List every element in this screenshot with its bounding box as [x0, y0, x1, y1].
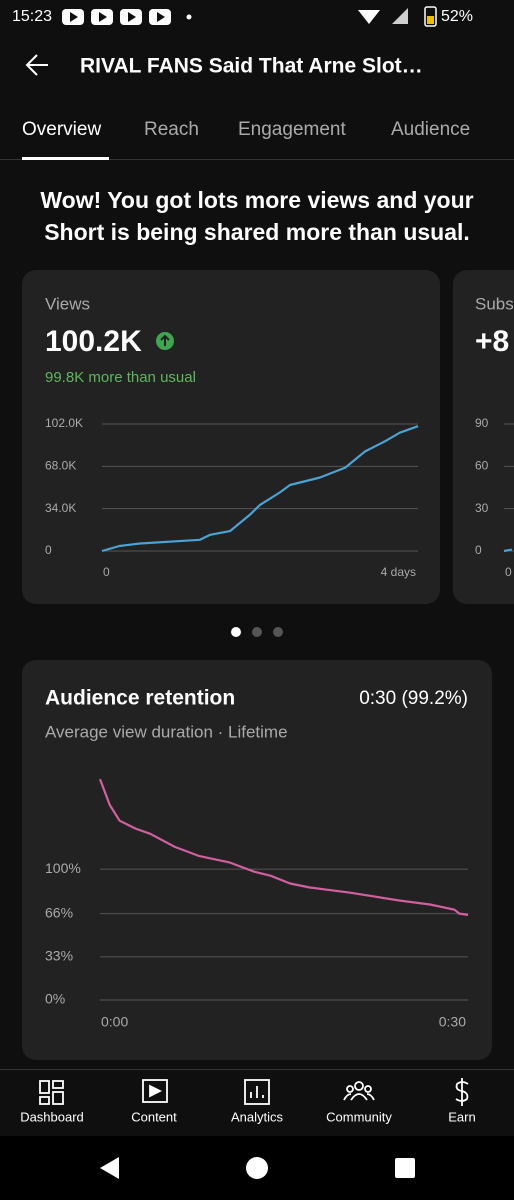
card-note: 99.8K more than usual — [45, 369, 196, 386]
tab[interactable]: Engagement — [238, 119, 346, 140]
data-line — [503, 548, 513, 553]
views-card[interactable] — [22, 270, 440, 604]
nav-icons — [39, 1078, 469, 1106]
y-tick-label: 0 — [475, 543, 482, 557]
x-tick-label: 0 — [505, 565, 512, 579]
nav-divider — [0, 1069, 514, 1070]
y-tick-label: 34.0K — [45, 501, 76, 515]
card-value: +8 — [475, 325, 509, 358]
headline: Wow! You got lots more views and your Sh… — [40, 187, 474, 245]
y-tick-label: 68.0K — [45, 459, 76, 473]
x-tick-label: 0:00 — [101, 1014, 128, 1030]
card-value: 100.2K — [45, 325, 142, 358]
status-battery: 52% — [441, 8, 473, 25]
y-tick-label: 102.0K — [45, 416, 83, 430]
retention-card[interactable] — [22, 660, 492, 1060]
tab[interactable]: Reach — [144, 119, 199, 140]
x-tick-label: 0:30 — [439, 1014, 466, 1030]
back-button[interactable] — [25, 54, 48, 76]
up-arrow — [160, 334, 170, 346]
bottom-nav — [0, 1070, 514, 1136]
card-title: Audience retention — [45, 687, 235, 710]
tab-divider — [0, 159, 514, 160]
sys-recents[interactable] — [395, 1158, 415, 1178]
status-icons — [62, 6, 437, 27]
y-tick-label: 0 — [45, 543, 52, 557]
tab[interactable]: Overview — [22, 119, 101, 140]
sys-back[interactable] — [100, 1157, 119, 1179]
data-line — [101, 425, 419, 553]
y-tick-label: 30 — [475, 501, 489, 515]
nav-label[interactable]: Analytics — [231, 1109, 284, 1124]
y-tick-label: 100% — [45, 860, 81, 876]
card-subtitle: Average view duration · Lifetime — [45, 722, 288, 741]
nav-label[interactable]: Dashboard — [20, 1109, 84, 1124]
data-line — [98, 778, 469, 916]
card-value: 0:30 (99.2%) — [359, 688, 468, 709]
tab-indicator — [22, 157, 109, 160]
nav-label[interactable]: Earn — [448, 1109, 475, 1124]
pager-dots — [231, 627, 283, 637]
x-tick-label: 4 days — [381, 565, 416, 579]
y-tick-label: 60 — [475, 459, 489, 473]
nav-label[interactable]: Content — [131, 1109, 177, 1124]
card-label: Subs — [475, 294, 514, 313]
x-tick-label: 0 — [103, 565, 110, 579]
y-tick-label: 66% — [45, 904, 73, 920]
y-tick-label: 0% — [45, 991, 65, 1007]
sys-home[interactable] — [246, 1157, 268, 1179]
y-tick-label: 90 — [475, 416, 489, 430]
status-play-marks — [70, 12, 165, 22]
subs-card[interactable] — [453, 270, 514, 604]
y-tick-label: 33% — [45, 948, 73, 964]
tab[interactable]: Audience — [391, 119, 470, 140]
nav-label[interactable]: Community — [326, 1109, 392, 1124]
video-title: RIVAL FANS Said That Arne Slot… — [80, 55, 423, 78]
status-time: 15:23 — [12, 8, 52, 25]
card-label: Views — [45, 294, 90, 313]
